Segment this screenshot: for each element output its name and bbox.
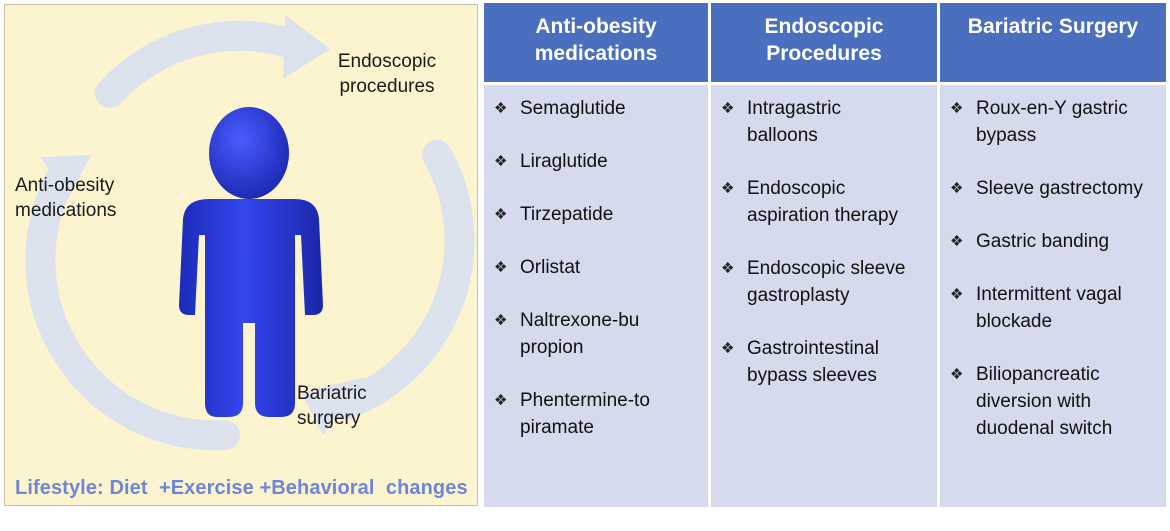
bullet-icon: ❖ [950,180,964,197]
person-figure-icon [179,107,323,417]
column-bariatric-surgery: ❖ Roux-en-Y gastric bypass ❖ Sleeve gastre… [940,85,1166,507]
list-item-text: Endoscopic sleeve gastroplasty [747,258,906,306]
list-item-text: Roux-en-Y gastric bypass [976,98,1128,146]
column-endoscopic-procedures: ❖ Intragastric balloons ❖ Endoscopic aspir… [711,85,937,507]
list-item-text: Intermittent vagal blockade [976,284,1122,332]
list-item-text: Liraglutide [520,151,608,172]
header-label: Endoscopic Procedures [764,15,884,65]
list-item-text: Tirzepatide [520,204,614,225]
bullet-icon: ❖ [494,312,508,329]
list-item: ❖ Phentermine-topiramate [494,387,702,441]
bullet-icon: ❖ [494,206,508,223]
list-item: ❖ Endoscopic aspiration therapy [721,175,931,229]
bullet-icon: ❖ [721,260,735,277]
list-item: ❖ Endoscopic sleeve gastroplasty [721,255,931,309]
medication-list: ❖ Semaglutide ❖ Liraglutide ❖ Tirzepatide ❖… [494,95,702,441]
surgery-list: ❖ Roux-en-Y gastric bypass ❖ Sleeve gastre… [950,95,1160,442]
column-anti-obesity-medications: ❖ Semaglutide ❖ Liraglutide ❖ Tirzepatide ❖… [484,85,708,507]
list-item: ❖ Biliopancreatic diversion with duodenal… [950,361,1160,442]
lifestyle-illustration-panel: Endoscopic procedures Anti-obesity medic… [4,4,478,506]
treatment-table: Anti-obesity medications Endoscopic Proc… [484,3,1166,507]
header-label: Anti-obesity medications [534,15,658,65]
list-item: ❖ Liraglutide [494,148,702,175]
list-item-text: Gastrointestinal bypass sleeves [747,338,880,386]
cycle-diagram [25,15,475,451]
list-item-text: Biliopancreatic diversion with duodenal … [976,364,1113,439]
bullet-icon: ❖ [494,392,508,409]
list-item-text: Endoscopic aspiration therapy [747,178,899,226]
list-item-text: Semaglutide [520,98,626,119]
list-item: ❖ Semaglutide [494,95,702,122]
bullet-icon: ❖ [721,340,735,357]
list-item-text: Naltrexone-bupropion [520,310,640,358]
list-item: ❖ Intermittent vagal blockade [950,281,1160,335]
list-item: ❖ Sleeve gastrectomy [950,175,1160,202]
cycle-arrowheads [41,15,365,435]
header-endoscopic-procedures: Endoscopic Procedures [711,3,937,82]
header-label: Bariatric Surgery [967,15,1139,38]
bullet-icon: ❖ [494,153,508,170]
cycle-arrow-icon [25,20,475,451]
list-item-text: Sleeve gastrectomy [976,178,1143,199]
list-item-text: Gastric banding [976,231,1110,252]
list-item: ❖ Naltrexone-bupropion [494,307,702,361]
list-item: ❖ Gastric banding [950,228,1160,255]
list-item: ❖ Tirzepatide [494,201,702,228]
bullet-icon: ❖ [950,366,964,383]
header-bariatric-surgery: Bariatric Surgery [940,3,1166,82]
label-endoscopic-procedures: Endoscopic procedures [337,51,437,97]
bullet-icon: ❖ [950,286,964,303]
bullet-icon: ❖ [950,233,964,250]
bullet-icon: ❖ [721,100,735,117]
list-item: ❖ Gastrointestinal bypass sleeves [721,335,931,389]
procedure-list: ❖ Intragastric balloons ❖ Endoscopic aspir… [721,95,931,389]
header-anti-obesity-medications: Anti-obesity medications [484,3,708,82]
list-item-text: Orlistat [520,257,581,278]
label-bariatric-surgery: Bariatric surgery [297,383,367,429]
lifestyle-caption: Lifestyle: Diet +Exercise +Behavioral ch… [15,477,468,499]
list-item-text: Phentermine-topiramate [520,390,650,438]
bullet-icon: ❖ [494,100,508,117]
list-item: ❖ Intragastric balloons [721,95,931,149]
list-item: ❖ Orlistat [494,254,702,281]
bullet-icon: ❖ [950,100,964,117]
bullet-icon: ❖ [721,180,735,197]
list-item-text: Intragastric balloons [747,98,841,146]
label-anti-obesity-medications: Anti-obesity medications [15,175,117,221]
list-item: ❖ Roux-en-Y gastric bypass [950,95,1160,149]
bullet-icon: ❖ [494,259,508,276]
